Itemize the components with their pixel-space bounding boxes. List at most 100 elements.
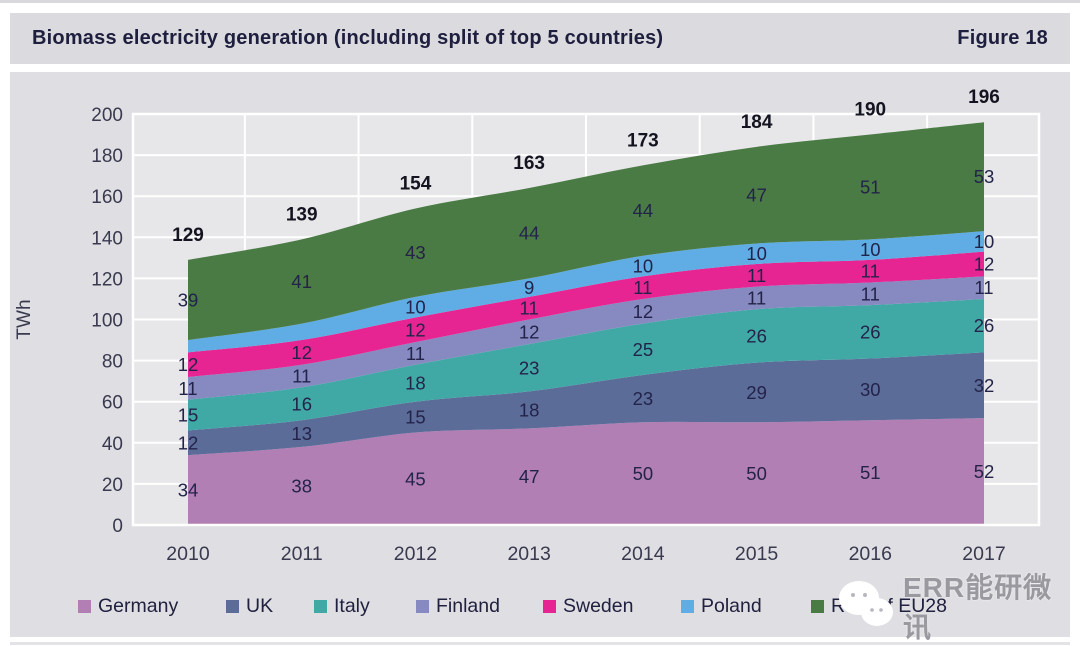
value-label-rest-of-eu28: 44 [519,223,540,244]
area-finland [188,276,984,400]
value-label-poland: 10 [974,231,995,252]
value-label-finland: 12 [519,321,540,342]
value-label-rest-of-eu28: 43 [405,242,426,263]
total-label: 190 [854,100,886,121]
value-label-uk: 12 [178,432,199,453]
value-label-germany: 34 [178,480,199,501]
value-label-finland: 11 [406,343,425,364]
watermark: ERR能研微讯 [835,566,1080,646]
x-tick-label: 2012 [394,543,437,565]
y-tick-label: 120 [91,269,123,290]
value-label-finland: 12 [633,301,654,322]
value-label-uk: 15 [405,407,426,428]
value-label-sweden: 12 [974,254,995,275]
x-tick-label: 2010 [166,543,210,565]
value-label-italy: 23 [519,357,540,378]
area-rest-of-eu28 [188,122,984,341]
y-tick-label: 60 [102,393,123,414]
wechat-logo-icon [835,578,897,635]
total-label: 173 [627,130,659,151]
watermark-text: ERR能研微讯 [903,572,1053,643]
value-label-uk: 23 [633,388,654,409]
total-label: 163 [513,153,545,174]
y-tick-label: 140 [91,228,123,249]
x-tick-label: 2017 [962,543,1005,565]
value-label-italy: 15 [178,405,199,426]
y-axis-title: TWh [14,299,35,339]
value-label-rest-of-eu28: 53 [974,166,995,187]
x-tick-label: 2013 [507,543,550,565]
value-label-sweden: 11 [633,277,652,298]
value-label-finland: 11 [747,287,766,308]
value-label-germany: 50 [746,463,767,484]
y-tick-label: 0 [112,516,123,537]
area-uk [188,352,984,456]
value-label-sweden: 12 [291,342,312,363]
value-label-finland: 11 [178,378,197,399]
value-label-poland: 10 [633,256,654,277]
value-label-germany: 51 [860,462,881,483]
value-label-sweden: 11 [747,265,766,286]
value-label-italy: 18 [405,373,426,394]
total-label: 196 [968,87,1000,108]
value-label-italy: 26 [860,321,881,342]
value-label-uk: 30 [860,379,881,400]
x-tick-label: 2015 [735,543,779,565]
top-edge-strip [0,0,1080,3]
y-tick-label: 80 [102,352,123,373]
value-label-uk: 32 [974,375,995,396]
value-label-rest-of-eu28: 51 [860,176,881,197]
area-germany [188,418,984,525]
plot-border [131,112,1041,527]
area-poland [188,231,984,353]
y-tick-label: 20 [102,475,123,496]
value-label-italy: 25 [633,339,654,360]
value-label-germany: 47 [519,466,540,487]
value-label-rest-of-eu28: 44 [633,200,654,221]
value-label-italy: 26 [974,315,995,336]
x-tick-label: 2014 [621,543,665,565]
value-label-germany: 38 [291,475,312,496]
total-label: 184 [741,112,773,133]
y-tick-label: 40 [102,434,123,455]
value-label-finland: 11 [861,283,880,304]
y-tick-label: 200 [91,105,123,126]
value-label-uk: 29 [746,382,767,403]
x-tick-label: 2016 [849,543,892,565]
value-label-poland: 10 [405,297,426,318]
y-tick-label: 160 [91,187,123,208]
value-label-germany: 52 [974,461,995,482]
area-italy [188,298,984,431]
value-label-poland: 10 [746,243,767,264]
y-tick-label: 100 [91,311,123,332]
value-label-uk: 18 [519,399,540,420]
value-label-sweden: 12 [405,319,426,340]
y-tick-label: 180 [91,146,123,167]
value-label-italy: 26 [746,325,767,346]
value-label-sweden: 11 [520,298,539,319]
figure-number: Figure 18 [957,27,1048,49]
value-label-germany: 45 [405,468,426,489]
value-label-italy: 16 [291,393,312,414]
next-section-bar [10,642,1070,645]
value-label-finland: 11 [292,366,311,387]
total-label: 139 [286,204,318,225]
area-sweden [188,251,984,378]
value-label-poland: 9 [524,277,534,298]
value-label-poland: 10 [860,239,881,260]
value-label-rest-of-eu28: 41 [291,271,312,292]
chart-title: Biomass electricity generation (includin… [32,27,664,49]
value-label-sweden: 11 [861,261,880,282]
x-tick-label: 2011 [281,543,323,565]
total-label: 129 [172,225,204,246]
value-label-rest-of-eu28: 39 [178,289,199,310]
total-label: 154 [400,174,432,195]
value-label-germany: 50 [633,463,654,484]
figure-title-bar: Biomass electricity generation (includin… [10,13,1070,64]
value-label-finland: 11 [974,277,993,298]
value-label-uk: 13 [291,423,312,444]
value-label-rest-of-eu28: 47 [746,185,767,206]
value-label-sweden: 12 [178,354,199,375]
